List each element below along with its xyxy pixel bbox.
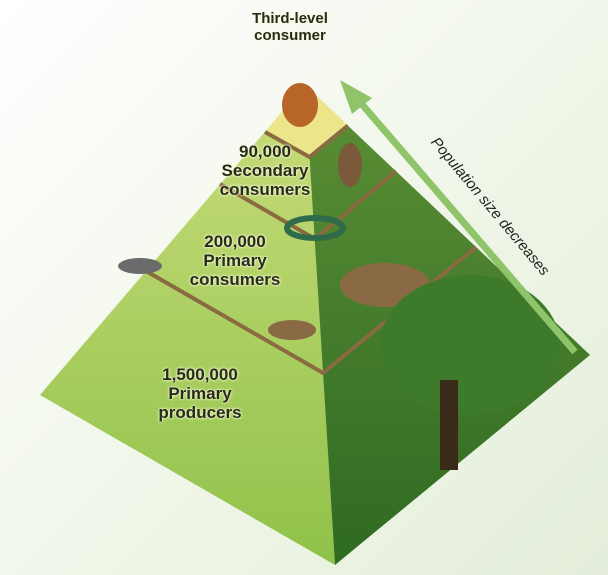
- mouse-icon: [268, 320, 316, 340]
- mole-icon: [118, 258, 162, 274]
- level-count: 1,500,000: [130, 365, 270, 384]
- fox-icon: [282, 83, 318, 127]
- level-name: Secondary consumers: [195, 161, 335, 199]
- hawk-icon: [338, 143, 362, 187]
- level-count: 90,000: [195, 142, 335, 161]
- top-label: Third-level consumer: [230, 10, 350, 44]
- level-name: Primary consumers: [165, 251, 305, 289]
- level-name: Primary producers: [130, 384, 270, 422]
- level-count: 200,000: [165, 232, 305, 251]
- diagram: Third-level consumer 90,000 Secondary co…: [0, 0, 608, 575]
- level-label: 90,000 Secondary consumers: [195, 142, 335, 199]
- level-label: 1,500,000 Primary producers: [130, 365, 270, 422]
- level-label: 200,000 Primary consumers: [165, 232, 305, 289]
